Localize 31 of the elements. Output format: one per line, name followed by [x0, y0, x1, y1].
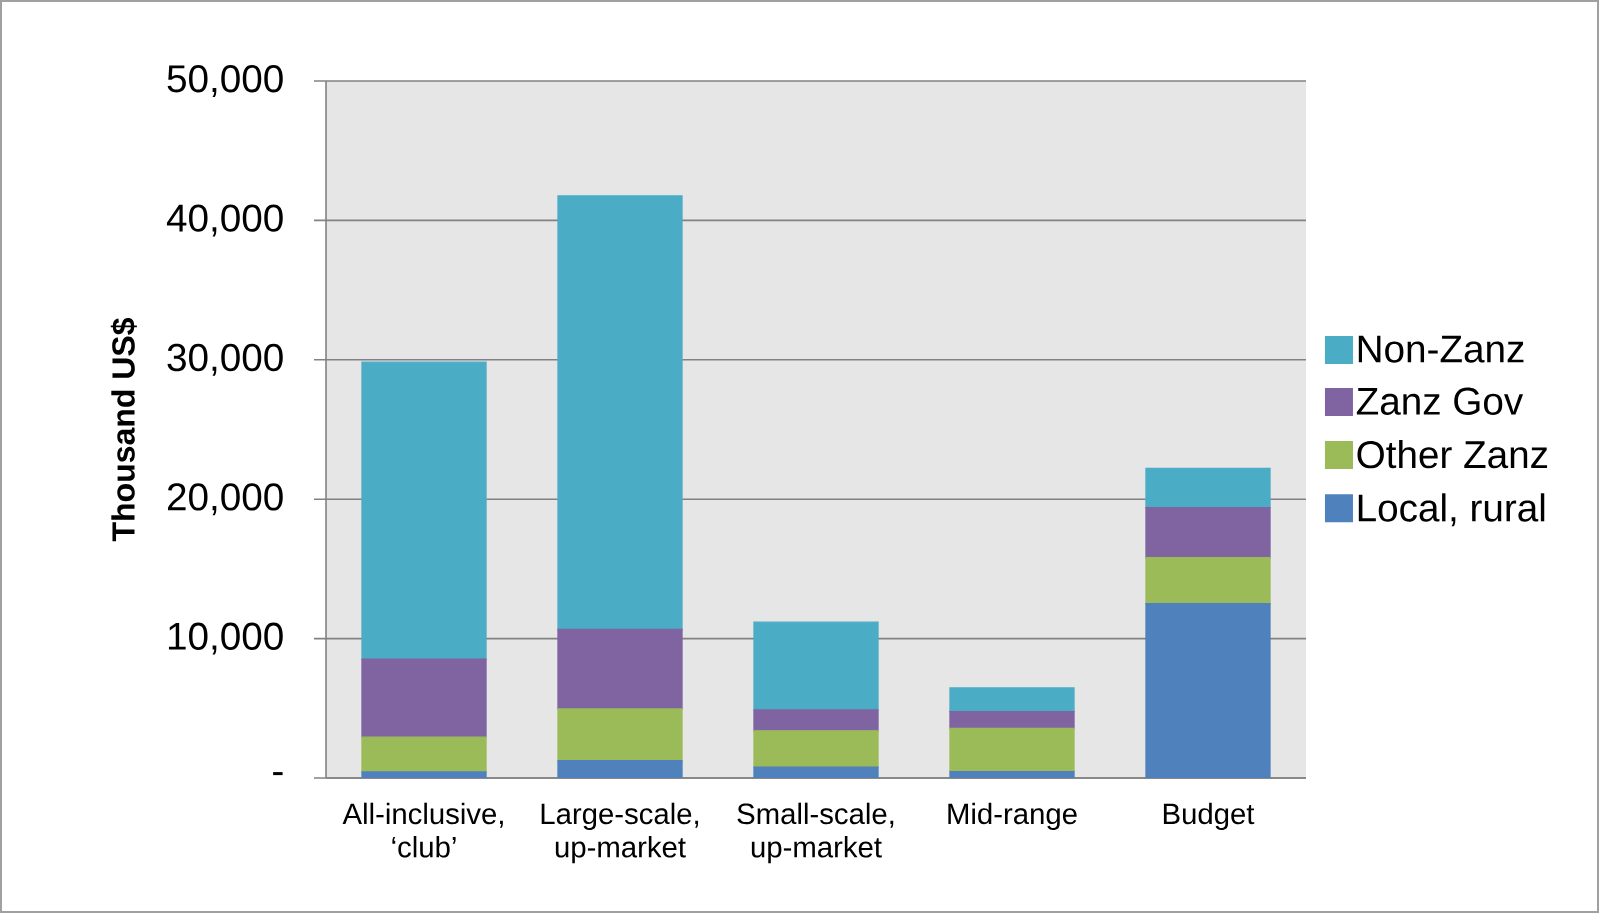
y-tick-label: 20,000	[167, 483, 283, 516]
x-tick-label: Budget	[1163, 802, 1255, 831]
bar	[361, 736, 487, 773]
y-axis-title: Thousand US$	[110, 317, 137, 542]
legend-label: Zanz Gov	[1356, 387, 1524, 415]
bar	[557, 708, 683, 762]
bar	[557, 195, 683, 631]
x-tick-label: Small-scale, up-market	[737, 802, 894, 864]
bar	[361, 658, 487, 738]
legend-label: Other Zanz	[1357, 439, 1548, 469]
x-tick-label: All-inclusive, ‘club’	[342, 802, 503, 858]
x-tick-label: Large-scale, up-market	[541, 802, 699, 864]
bar	[753, 730, 879, 768]
bar	[949, 727, 1075, 773]
y-tick-label: 30,000	[167, 343, 283, 376]
bar	[1145, 557, 1271, 605]
bar	[361, 361, 487, 660]
y-tick-label: -	[273, 772, 283, 776]
legend-label: Non-Zanz	[1358, 335, 1524, 363]
bar	[753, 709, 879, 732]
bar	[949, 710, 1075, 730]
bar	[949, 687, 1075, 713]
bar	[557, 628, 683, 710]
y-tick-label: 10,000	[168, 622, 283, 655]
legend-label: Local, rural	[1358, 493, 1545, 527]
y-tick-label: 40,000	[166, 204, 283, 237]
bar	[1145, 506, 1271, 559]
bar	[1145, 467, 1271, 509]
bar	[753, 621, 879, 711]
y-tick-label: 50,000	[167, 65, 283, 97]
x-tick-label: Mid-range	[948, 802, 1077, 831]
